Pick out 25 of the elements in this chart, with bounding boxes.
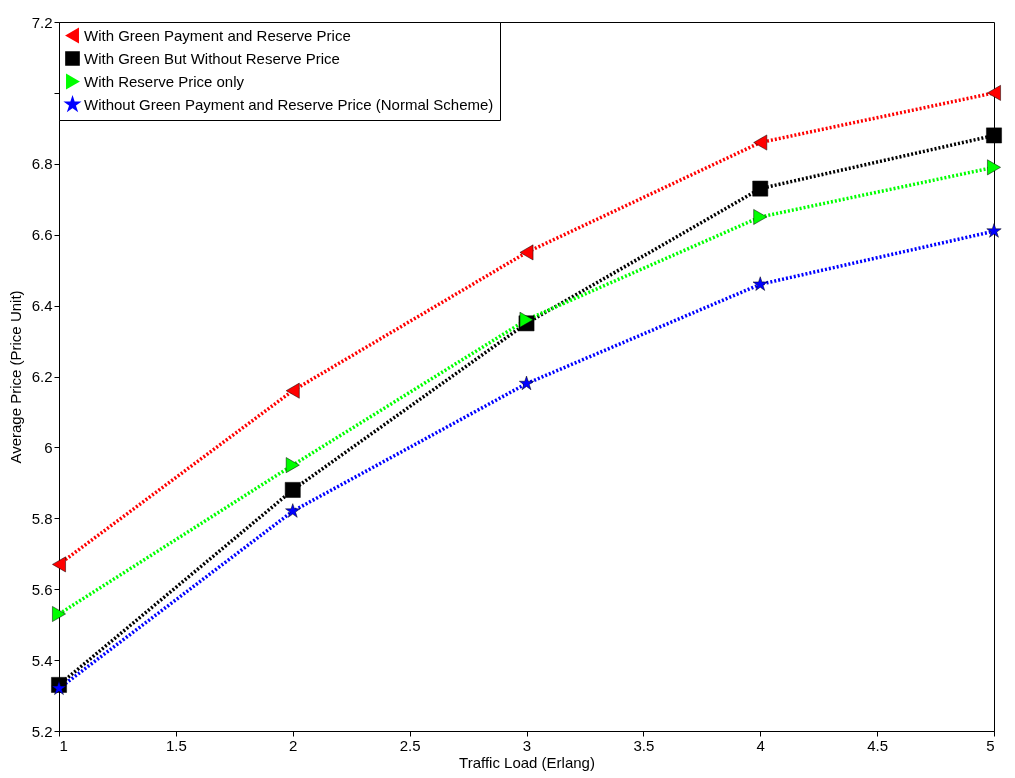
legend-label: Without Green Payment and Reserve Price (Normal Scheme): [84, 95, 494, 113]
x-tick-label: 3.5: [633, 736, 655, 754]
x-tick-label: 4.5: [867, 736, 889, 754]
y-tick-label: 5.8: [31, 509, 53, 527]
y-tick-label: 5.4: [31, 651, 53, 669]
y-tick-label: 5.2: [31, 722, 53, 740]
x-tick-label: 5: [986, 736, 995, 754]
y-tick-label: 6.6: [31, 226, 53, 244]
legend-label: With Green But Without Reserve Price: [84, 49, 340, 67]
y-axis-title: Average Price (Price Unit): [6, 290, 24, 464]
x-tick-label: 3: [522, 736, 532, 754]
legend-label: With Green Payment and Reserve Price: [84, 26, 351, 44]
y-tick-label: 7.2: [31, 13, 53, 31]
x-axis-title: Traffic Load (Erlang): [459, 753, 595, 771]
y-tick-label: 6.2: [31, 368, 53, 385]
y-tick-label: 6.8: [31, 155, 53, 173]
legend-label: With Reserve Price only: [84, 72, 245, 90]
x-tick-label: 1.5: [165, 736, 187, 754]
x-tick-label: 1: [59, 736, 68, 754]
y-tick-label: 5.6: [31, 580, 53, 598]
y-tick-label: 6: [44, 438, 53, 456]
x-tick-label: 2.5: [399, 736, 421, 754]
y-tick-label: 6.4: [31, 297, 53, 315]
x-tick-label: 2: [289, 736, 298, 754]
x-tick-label: 4: [756, 736, 765, 754]
